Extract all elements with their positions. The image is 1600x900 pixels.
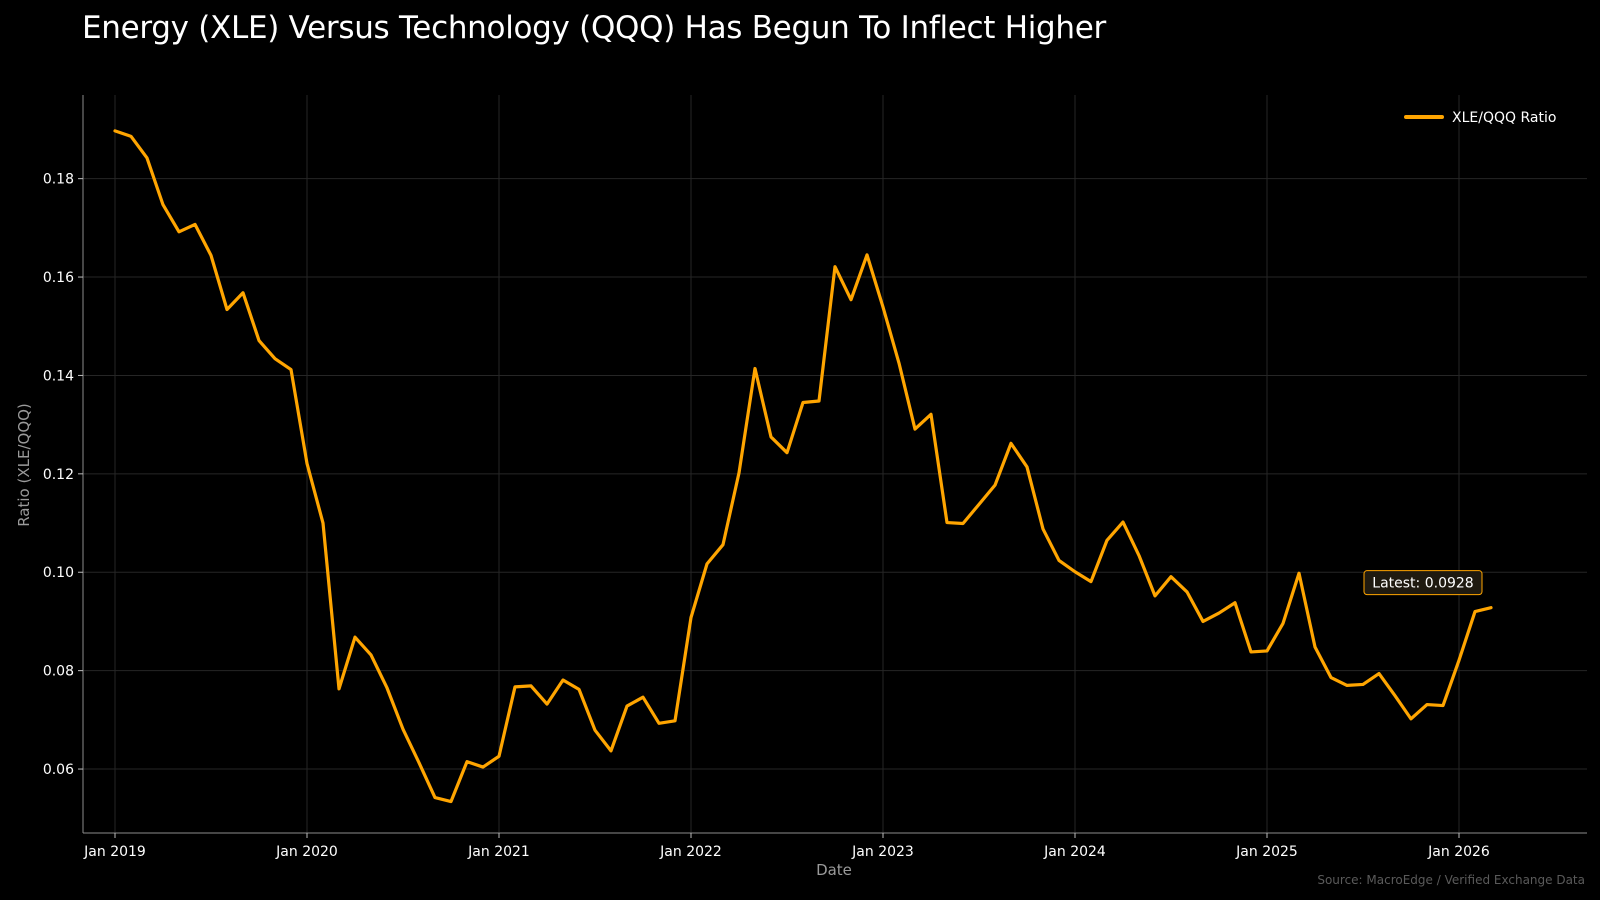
latest-callout-text: Latest: 0.0928 xyxy=(1372,576,1473,592)
axes-layer xyxy=(82,95,1587,834)
y-tick-label: 0.16 xyxy=(43,270,74,286)
x-tick-label: Jan 2020 xyxy=(275,844,338,860)
series-line-xle-qqq xyxy=(113,129,1493,804)
y-axis-title: Ratio (XLE/QQQ) xyxy=(15,403,33,527)
x-tick-label: Jan 2019 xyxy=(83,844,146,860)
series-layer xyxy=(113,129,1493,804)
y-tick-label: 0.08 xyxy=(43,664,74,680)
y-tick-label: 0.14 xyxy=(43,368,74,384)
legend-layer: XLE/QQQ Ratio xyxy=(1404,110,1556,126)
x-tick-label: Jan 2023 xyxy=(851,844,914,860)
ticks-layer: 0.06 0.08 0.10 0.12 0.14 0.16 0.18 Jan 2019 Jan … xyxy=(43,172,1490,860)
x-tick-label: Jan 2022 xyxy=(659,844,722,860)
y-tick-label: 0.18 xyxy=(43,172,74,188)
source-label: Source: MacroEdge / Verified Exchange Da… xyxy=(1317,873,1585,887)
legend-label: XLE/QQQ Ratio xyxy=(1452,110,1556,126)
y-tick-label: 0.12 xyxy=(43,467,74,483)
latest-callout-box xyxy=(1363,570,1483,596)
y-tick-label: 0.10 xyxy=(43,565,74,581)
chart-title: Energy (XLE) Versus Technology (QQQ) Has… xyxy=(82,10,1106,46)
grid-layer xyxy=(83,95,1587,833)
x-tick-label: Jan 2025 xyxy=(1235,844,1298,860)
x-tick-label: Jan 2026 xyxy=(1427,844,1490,860)
x-tick-label: Jan 2024 xyxy=(1043,844,1106,860)
y-tick-label: 0.06 xyxy=(43,762,74,778)
x-tick-label: Jan 2021 xyxy=(467,844,530,860)
x-axis-title: Date xyxy=(816,861,852,879)
annotation-layer: Latest: 0.0928 xyxy=(1363,570,1483,596)
